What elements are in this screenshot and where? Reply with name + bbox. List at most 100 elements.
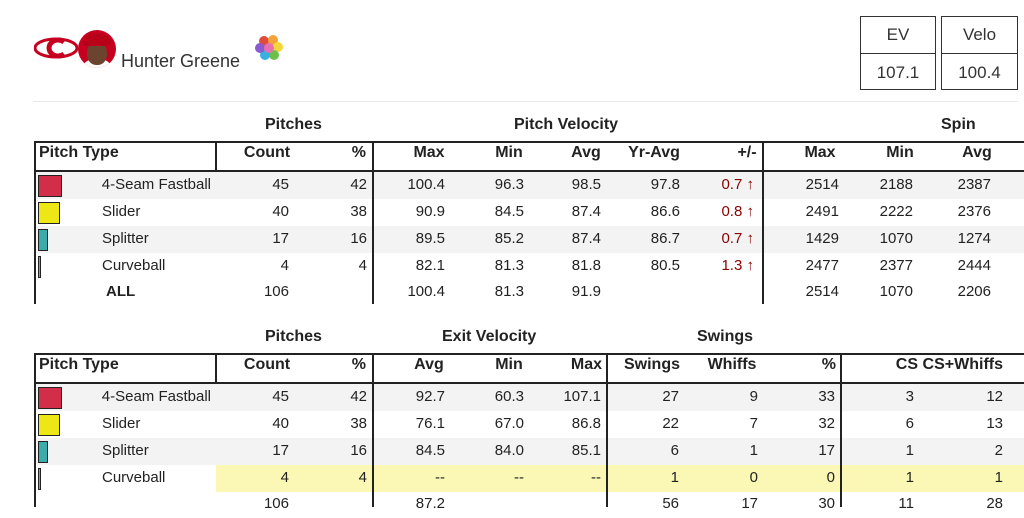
col-velo-min[interactable]: Min <box>495 144 523 161</box>
table-row[interactable]: Curveball 4 4 82.1 81.3 81.8 80.5 1.3 ↑ … <box>34 253 1024 280</box>
cs-whiffs-cell: 1 <box>994 469 1003 486</box>
table-total-row[interactable]: 106 87.2 56 17 30 11 28 <box>34 491 1024 518</box>
pct-cell: 16 <box>350 442 367 459</box>
col-velo-avg[interactable]: Avg <box>571 144 601 161</box>
col-diff[interactable]: +/- <box>737 144 757 161</box>
diff-cell: 1.3 ↑ <box>721 257 754 274</box>
ev-value: 107.1 <box>876 63 920 82</box>
count-cell: 40 <box>272 203 289 220</box>
whiffs-cell: 9 <box>749 388 758 405</box>
pct-cell: 42 <box>350 176 367 193</box>
count-cell: 106 <box>263 495 289 512</box>
table-row[interactable]: 4-Seam Fastball 45 42 92.7 60.3 107.1 27… <box>34 384 1024 411</box>
col-velo-max[interactable]: Max <box>413 144 445 161</box>
table-row[interactable]: Splitter 17 16 89.5 85.2 87.4 86.7 0.7 ↑… <box>34 226 1024 253</box>
player-name[interactable]: Hunter Greene <box>121 51 241 71</box>
velo-avg-cell: 87.4 <box>571 230 601 247</box>
table-header: Pitch Type Count % Avg Min Max Swings Wh… <box>0 353 1024 385</box>
header-divider <box>33 101 1018 102</box>
col-cs[interactable]: CS <box>895 356 918 373</box>
total-label: ALL <box>106 283 136 300</box>
velo-avg-cell: 81.8 <box>571 257 601 274</box>
ev-avg-cell: 84.5 <box>415 442 445 459</box>
col-ev-max[interactable]: Max <box>570 356 602 373</box>
whiffs-cell: 17 <box>741 495 758 512</box>
pitch-color-swatch <box>38 468 41 490</box>
team-colors-flower-icon <box>255 35 283 60</box>
pct-cell: 38 <box>350 203 367 220</box>
col-swings[interactable]: Swings <box>623 356 680 373</box>
yr-avg-cell: 97.8 <box>650 176 680 193</box>
col-whiffs[interactable]: Whiffs <box>707 356 757 373</box>
swings-cell: 6 <box>670 442 679 459</box>
table-total-row[interactable]: ALL 106 100.4 81.3 91.9 2514 1070 2206 <box>34 279 1024 306</box>
spin-min-cell: 2222 <box>879 203 913 220</box>
player-header: Hunter Greene EV 107.1 Velo 100.4 <box>0 0 1024 100</box>
velo-value: 100.4 <box>958 63 1001 82</box>
ev-min-cell: 67.0 <box>494 415 524 432</box>
ev-min-cell: 60.3 <box>494 388 524 405</box>
table-header: Pitch Type Count % Max Min Avg Yr-Avg +/… <box>0 141 1024 173</box>
col-pct[interactable]: % <box>351 356 366 373</box>
pitch-name: Splitter <box>102 230 149 247</box>
velo-max-cell: 82.1 <box>415 257 445 274</box>
group-pitches: Pitches <box>265 328 322 345</box>
cs-cell: 1 <box>905 469 914 486</box>
pitch-color-swatch <box>38 441 48 463</box>
col-spin-avg[interactable]: Avg <box>962 144 992 161</box>
col-count[interactable]: Count <box>243 144 291 161</box>
group-pitches: Pitches <box>265 116 322 133</box>
velo-max-cell: 89.5 <box>415 230 445 247</box>
spin-max-cell: 2514 <box>805 176 839 193</box>
col-pct[interactable]: % <box>351 144 366 161</box>
pitch-name: Splitter <box>102 442 149 459</box>
cs-whiffs-cell: 12 <box>986 388 1003 405</box>
table-row[interactable]: Slider 40 38 76.1 67.0 86.8 22 7 32 6 13 <box>34 411 1024 438</box>
col-count[interactable]: Count <box>243 356 291 373</box>
highlight-cell-bg <box>608 465 840 492</box>
pct-cell: 4 <box>358 469 367 486</box>
table-row[interactable]: Slider 40 38 90.9 84.5 87.4 86.6 0.8 ↑ 2… <box>34 199 1024 226</box>
group-swings: Swings <box>697 328 754 345</box>
col-yr-avg[interactable]: Yr-Avg <box>628 144 680 161</box>
spin-max-cell: 2514 <box>805 283 839 300</box>
column-divider <box>372 141 374 304</box>
player-avatar[interactable] <box>78 30 116 68</box>
col-ev-min[interactable]: Min <box>495 356 523 373</box>
pct-cell: 16 <box>350 230 367 247</box>
col-ev-avg[interactable]: Avg <box>414 356 444 373</box>
whiff-pct-cell: 17 <box>818 442 835 459</box>
ev-stat-box: EV 107.1 <box>860 16 936 90</box>
col-cs-whiffs[interactable]: CS+Whiffs <box>922 356 1003 373</box>
count-cell: 4 <box>280 469 289 486</box>
ev-min-cell: -- <box>514 469 524 486</box>
pitch-name: 4-Seam Fastball <box>101 176 211 193</box>
pitch-color-swatch <box>38 387 62 409</box>
count-cell: 17 <box>272 230 289 247</box>
velo-avg-cell: 91.9 <box>571 283 601 300</box>
group-exit-velocity: Exit Velocity <box>442 328 537 345</box>
cs-whiffs-cell: 28 <box>986 495 1003 512</box>
pitch-color-swatch <box>38 202 60 224</box>
spin-min-cell: 1070 <box>879 283 913 300</box>
spin-avg-cell: 2444 <box>957 257 991 274</box>
swings-cell: 56 <box>662 495 679 512</box>
velo-stat-box: Velo 100.4 <box>941 16 1018 90</box>
pct-cell: 42 <box>350 388 367 405</box>
col-spin-max[interactable]: Max <box>804 144 836 161</box>
col-pitch-type[interactable]: Pitch Type <box>39 356 119 373</box>
reds-logo-icon <box>34 37 78 59</box>
spin-min-cell: 2377 <box>879 257 913 274</box>
pitch-color-swatch <box>38 229 48 251</box>
table-row[interactable]: 4-Seam Fastball 45 42 100.4 96.3 98.5 97… <box>34 172 1024 199</box>
table-row[interactable]: Splitter 17 16 84.5 84.0 85.1 6 1 17 1 2 <box>34 438 1024 465</box>
pitch-name: Curveball <box>102 469 166 486</box>
table-row[interactable]: Curveball 4 4 -- -- -- 1 0 0 1 1 <box>34 465 1024 492</box>
col-spin-min[interactable]: Min <box>886 144 914 161</box>
count-cell: 45 <box>272 388 289 405</box>
swings-cell: 22 <box>662 415 679 432</box>
col-whiff-pct[interactable]: % <box>821 356 836 373</box>
column-divider <box>372 353 374 507</box>
count-cell: 106 <box>263 283 289 300</box>
col-pitch-type[interactable]: Pitch Type <box>39 144 119 161</box>
